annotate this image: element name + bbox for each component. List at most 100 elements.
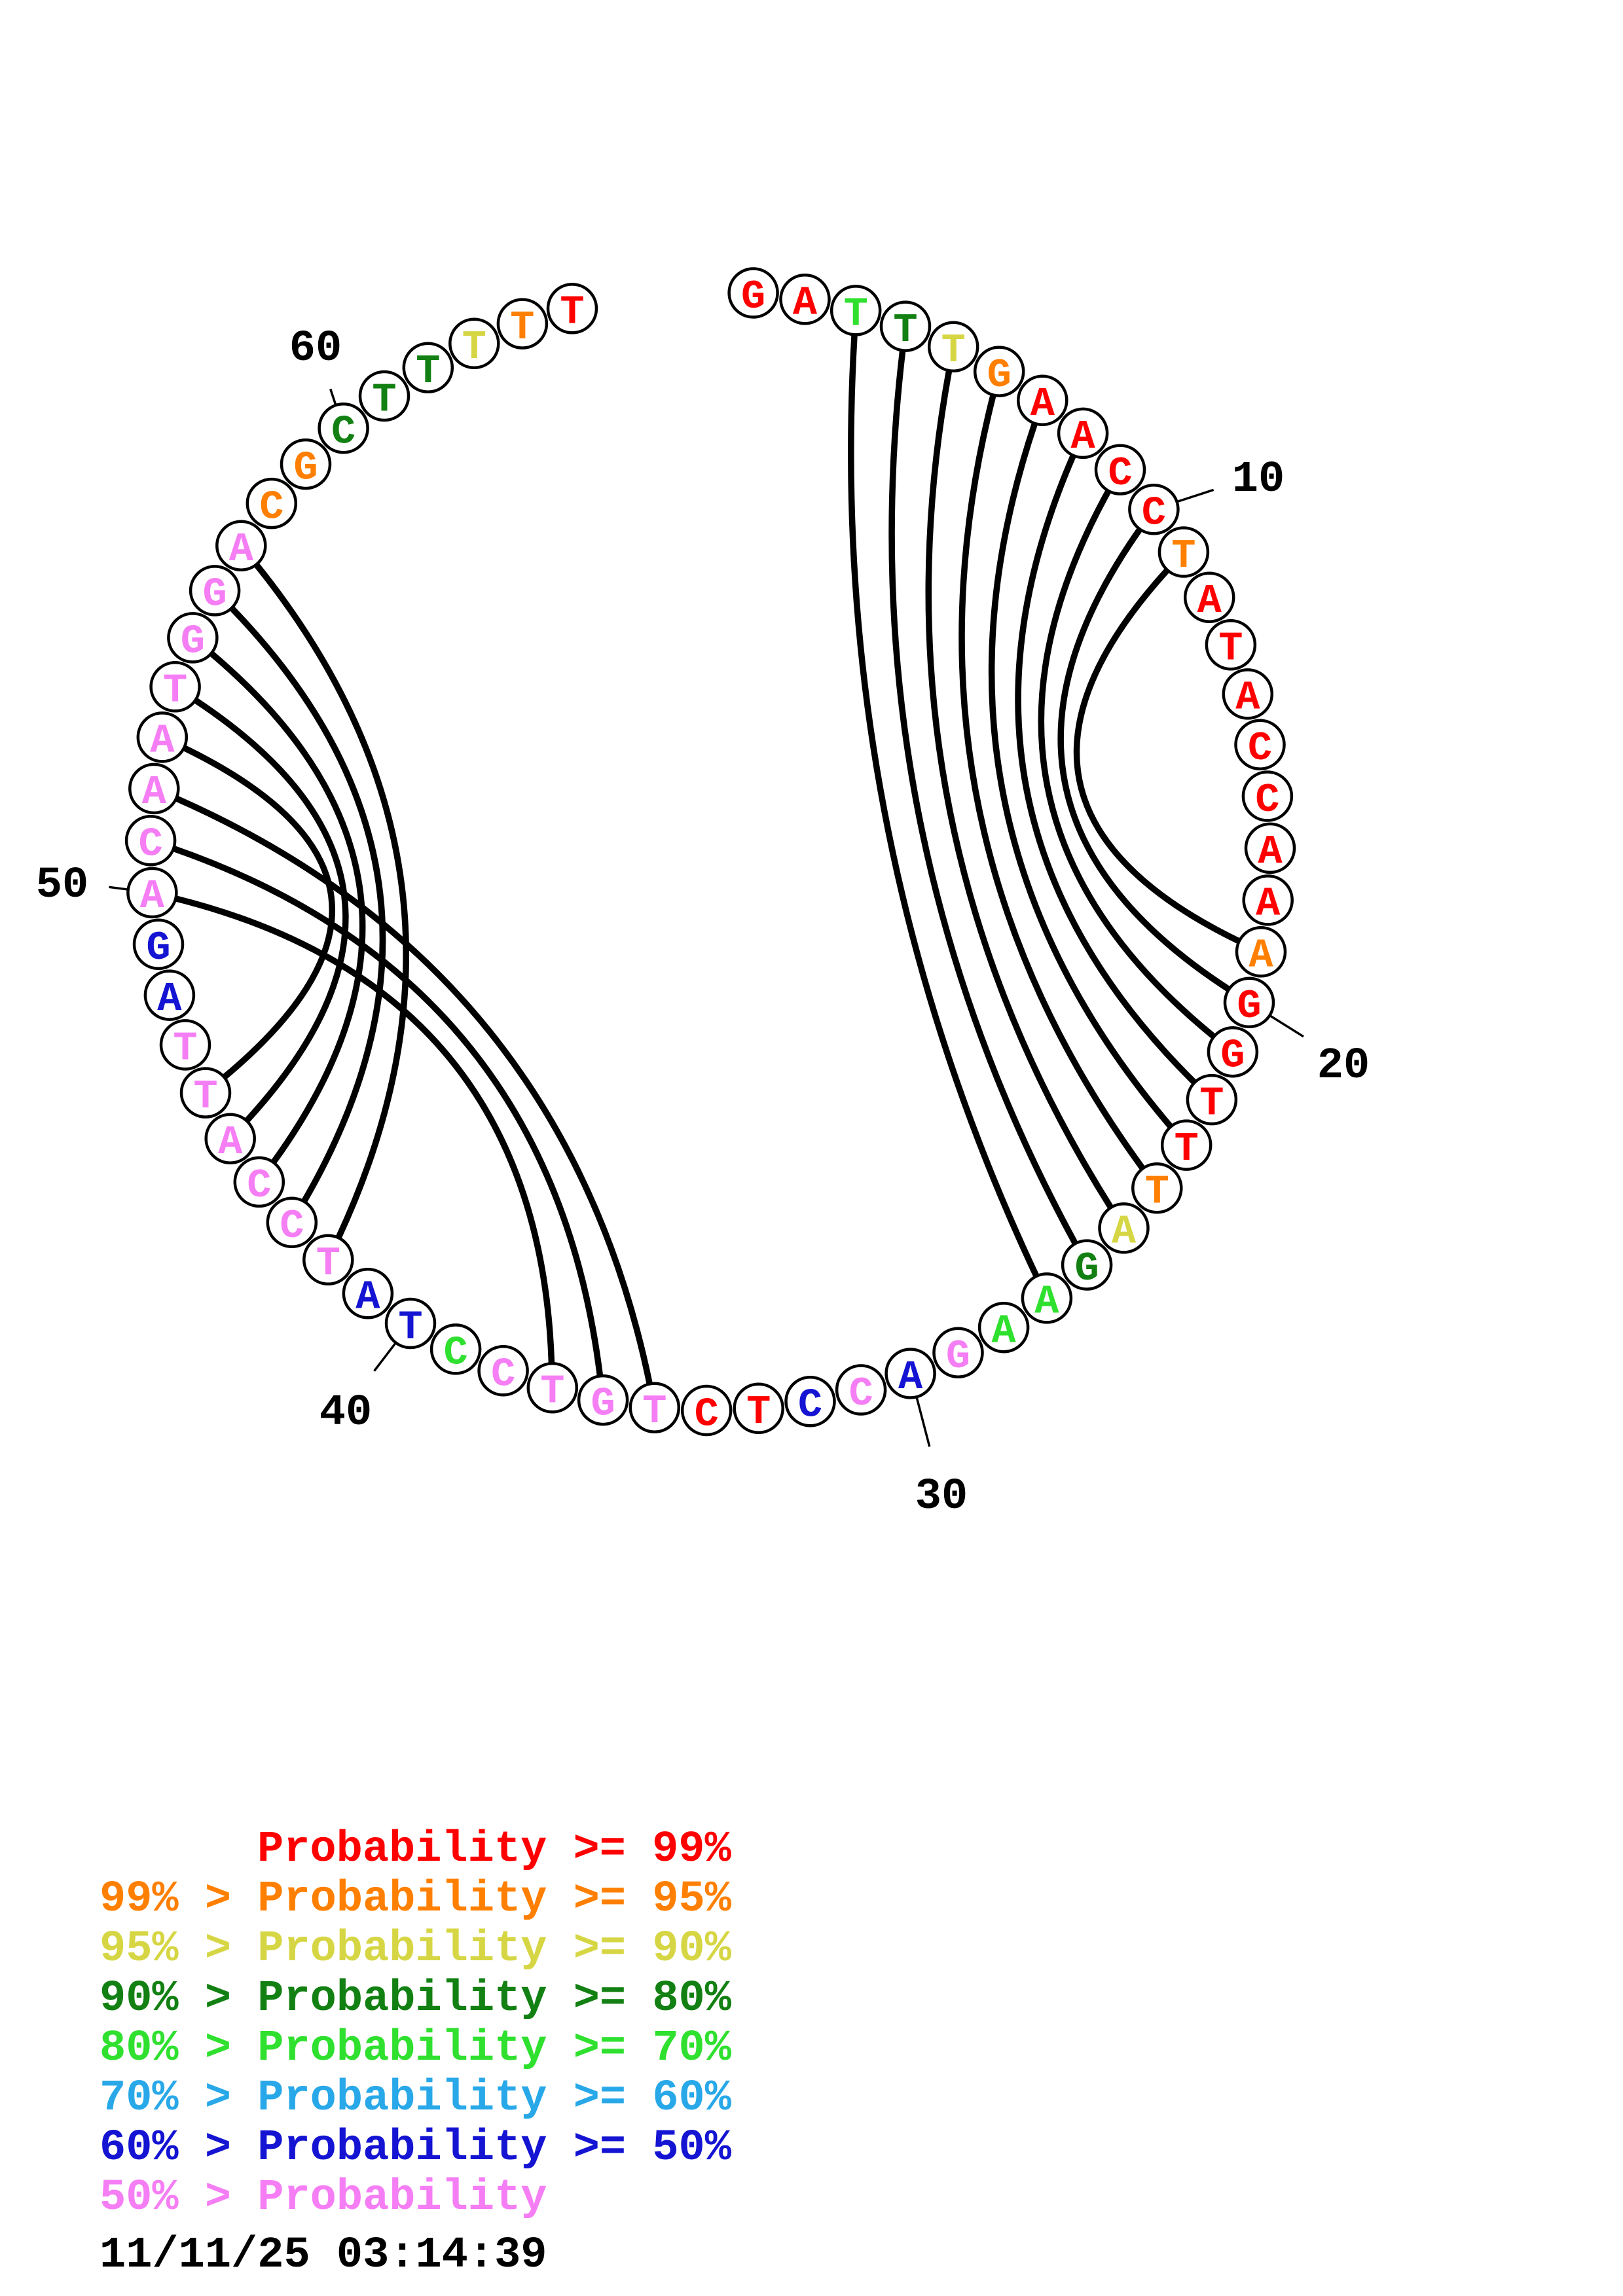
nucleotide-circle [680,1384,733,1437]
nucleotide-circle [1017,374,1068,427]
nucleotide-letter: G [181,619,205,665]
nucleotide-circle [1235,926,1287,978]
basepair-arc [228,605,386,1205]
nucleotide-circles [124,267,1296,1437]
nucleotide-letter: A [1249,933,1273,979]
nucleotide-letter: C [331,409,356,456]
nucleotide-circle [727,267,779,319]
nucleotide-letter: C [1255,777,1279,823]
label-leader-line [1270,1015,1304,1038]
nucleotide-letter: C [138,821,162,868]
nucleotide-circle [1094,444,1146,495]
position-label: 10 [1232,455,1285,505]
nucleotide-circle [1021,1272,1073,1324]
nucleotide-letter: T [893,307,917,353]
nucleotide-letter: T [560,289,584,336]
nucleotide-letter: A [157,976,182,1022]
nucleotide-letter: A [140,873,165,920]
nucleotide-letter: A [1256,881,1281,927]
nucleotide-letter: C [695,1391,719,1437]
nucleotide-letter: A [142,769,167,816]
nucleotide-letter: T [173,1026,197,1072]
position-label: 30 [915,1472,968,1522]
basepair-arc [173,795,653,1388]
nucleotide-letter: C [491,1352,515,1398]
nucleotide-circle [927,321,979,373]
legend-row-plt50: 50% > Probability [100,2173,547,2223]
nucleotide-circle [1222,668,1274,720]
nucleotide-circle [496,298,549,350]
nucleotide-circle [1223,977,1275,1029]
nucleotide-letter: T [844,291,868,338]
nucleotide-letter: A [1197,578,1222,624]
basepair-arc [170,845,604,1380]
nucleotide-letter: C [1108,450,1132,497]
nucleotide-letter: C [1142,490,1166,537]
nucleotide-letter: A [150,718,175,764]
label-leader-line [373,1342,396,1372]
nucleotide-circle [884,1348,936,1399]
label-leader-line [329,388,337,404]
nucleotide-letter: T [372,376,396,423]
nucleotide-letter: T [316,1240,340,1287]
nucleotide-letter: C [1248,725,1272,772]
legend-row-p70: 80% > Probability >= 70% [100,2024,731,2073]
legend-row-p50: 60% > Probability >= 50% [100,2123,731,2173]
nucleotide-circle [1186,1073,1238,1126]
nucleotide-circle [189,565,241,617]
nucleotide-letter: T [163,668,187,714]
nucleotide-circle [136,711,189,763]
position-label: 20 [1317,1041,1370,1091]
nucleotide-letter: C [259,484,283,530]
nucleotide-letter: T [1199,1080,1224,1126]
nucleotide-circle [124,815,177,867]
nucleotide-letter: C [798,1382,822,1429]
nucleotide-circle [280,438,332,490]
legend-row-p90: 95% > Probability >= 90% [100,1924,731,1974]
nucleotide-circle [932,1327,984,1378]
nucleotide-letter: A [1030,381,1055,427]
basepair-arcs [170,331,1243,1388]
nucleotide-circle [132,918,185,971]
nucleotide-circle [1131,1162,1183,1214]
nucleotide-letter: G [946,1333,970,1380]
nucleotide-circle [779,274,831,325]
basepair-arc [172,895,555,1367]
nucleotide-letter: C [247,1162,271,1209]
basepair-arc [1073,567,1243,944]
basepair-arc [888,347,1079,1247]
nucleotide-letter: T [941,327,966,374]
nucleotide-circle [302,1234,354,1286]
nucleotide-circle [384,1297,437,1350]
nucleotide-letter: C [848,1371,873,1417]
label-leader-line [1177,488,1214,503]
nucleotide-circle [835,1364,887,1416]
nucleotide-circle [784,1376,836,1427]
nucleotide-letter: T [1175,1126,1199,1172]
nucleotide-letter: G [293,444,318,491]
timestamp: 11/11/25 03:14:39 [100,2231,547,2280]
nucleotide-circle [577,1374,629,1426]
nucleotide-letter: A [1258,829,1283,875]
nucleotide-letter: A [356,1274,380,1321]
nucleotide-circle [629,1382,681,1433]
nucleotide-letter: G [741,274,765,320]
nucleotide-circle [1242,874,1294,926]
nucleotide-letter: A [218,1119,243,1166]
nucleotide-letter: A [793,280,818,327]
nucleotide-circle [215,520,267,571]
nucleotide-circle [402,342,454,393]
nucleotide-circle [126,867,178,919]
nucleotide-letter: T [1218,626,1243,672]
basepair-arc [1015,452,1198,1086]
leader-lines [109,388,1304,1447]
nucleotide-circle [266,1196,318,1249]
nucleotide-circle [149,661,201,713]
nucleotide-circle [977,1301,1030,1354]
basepair-arc [988,420,1174,1130]
nucleotide-circle [1160,1119,1213,1171]
nucleotide-circle [1158,526,1210,578]
nucleotide-circle [233,1156,285,1208]
basepair-arc [253,561,409,1241]
